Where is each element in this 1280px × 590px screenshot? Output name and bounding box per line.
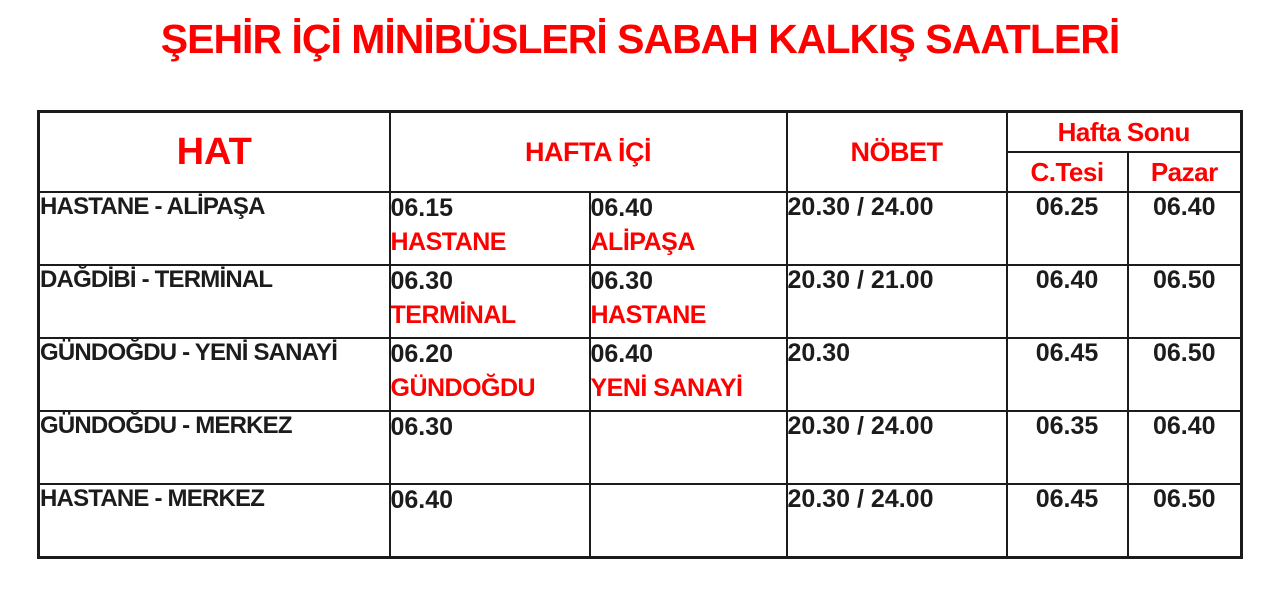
weekday-departure-2: [588, 410, 788, 485]
weekday-departure-2: 06.40 YENİ SANAYİ: [588, 337, 788, 412]
route-name: GÜNDOĞDU - MERKEZ: [37, 410, 391, 485]
departure-place: YENİ SANAYİ: [590, 374, 743, 402]
departure-time: 06.20: [390, 340, 454, 368]
table-row: HASTANE - MERKEZ 06.40 20.30 / 24.00 06.…: [37, 483, 1243, 558]
weekday-departure-1: 06.20 GÜNDOĞDU: [388, 337, 591, 412]
route-name: HASTANE - MERKEZ: [37, 483, 391, 558]
route-name: GÜNDOĞDU - YENİ SANAYİ: [37, 337, 391, 412]
departure-time: 06.15: [390, 194, 454, 222]
col-header-sunday: Pazar: [1126, 151, 1243, 193]
col-header-saturday: C.Tesi: [1005, 151, 1129, 193]
saturday-time: 06.45: [1005, 337, 1129, 412]
page-title: ŞEHİR İÇİ MİNİBÜSLERİ SABAH KALKIŞ SAATL…: [160, 16, 1121, 62]
departure-time: 06.30: [390, 267, 454, 295]
departure-time: 06.40: [590, 194, 654, 222]
departure-time: 06.40: [590, 340, 654, 368]
table-row: GÜNDOĞDU - YENİ SANAYİ 06.20 GÜNDOĞDU 06…: [37, 337, 1243, 412]
nobet-hours: 20.30 / 21.00: [785, 264, 1008, 339]
sunday-time: 06.40: [1126, 191, 1243, 266]
departure-time: 06.30: [590, 267, 654, 295]
nobet-hours: 20.30: [785, 337, 1008, 412]
col-header-weekend: Hafta Sonu: [1005, 110, 1243, 153]
departure-place: GÜNDOĞDU: [390, 374, 536, 402]
schedule-table: HAT HAFTA İÇİ NÖBET Hafta Sonu C.Tesi Pa…: [37, 110, 1244, 559]
col-header-route: HAT: [37, 110, 391, 193]
weekday-departure-2: 06.30 HASTANE: [588, 264, 788, 339]
departure-place: HASTANE: [590, 301, 707, 329]
weekday-departure-2: [588, 483, 788, 558]
departure-time: 06.40: [390, 486, 454, 514]
col-header-nobet: NÖBET: [785, 110, 1008, 193]
departure-place: HASTANE: [390, 228, 507, 256]
table-row: HASTANE - ALİPAŞA 06.15 HASTANE 06.40 AL…: [37, 191, 1243, 266]
nobet-hours: 20.30 / 24.00: [785, 191, 1008, 266]
sunday-time: 06.50: [1126, 264, 1243, 339]
weekday-departure-1: 06.15 HASTANE: [388, 191, 591, 266]
departure-time: 06.30: [390, 413, 454, 441]
table-row: DAĞDİBİ - TERMİNAL 06.30 TERMİNAL 06.30 …: [37, 264, 1243, 339]
table-body: HASTANE - ALİPAŞA 06.15 HASTANE 06.40 AL…: [37, 191, 1243, 558]
departure-place: ALİPAŞA: [590, 228, 696, 256]
saturday-time: 06.40: [1005, 264, 1129, 339]
table-header: HAT HAFTA İÇİ NÖBET Hafta Sonu C.Tesi Pa…: [37, 110, 1243, 193]
weekday-departure-1: 06.30: [388, 410, 591, 485]
saturday-time: 06.25: [1005, 191, 1129, 266]
table-row: GÜNDOĞDU - MERKEZ 06.30 20.30 / 24.00 06…: [37, 410, 1243, 485]
col-header-weekday: HAFTA İÇİ: [388, 110, 788, 193]
saturday-time: 06.35: [1005, 410, 1129, 485]
route-name: HASTANE - ALİPAŞA: [37, 191, 391, 266]
nobet-hours: 20.30 / 24.00: [785, 410, 1008, 485]
sunday-time: 06.50: [1126, 483, 1243, 558]
weekday-departure-1: 06.30 TERMİNAL: [388, 264, 591, 339]
weekday-departure-2: 06.40 ALİPAŞA: [588, 191, 788, 266]
departure-place: TERMİNAL: [390, 301, 517, 329]
nobet-hours: 20.30 / 24.00: [785, 483, 1008, 558]
saturday-time: 06.45: [1005, 483, 1129, 558]
sunday-time: 06.50: [1126, 337, 1243, 412]
sunday-time: 06.40: [1126, 410, 1243, 485]
weekday-departure-1: 06.40: [388, 483, 591, 558]
route-name: DAĞDİBİ - TERMİNAL: [37, 264, 391, 339]
